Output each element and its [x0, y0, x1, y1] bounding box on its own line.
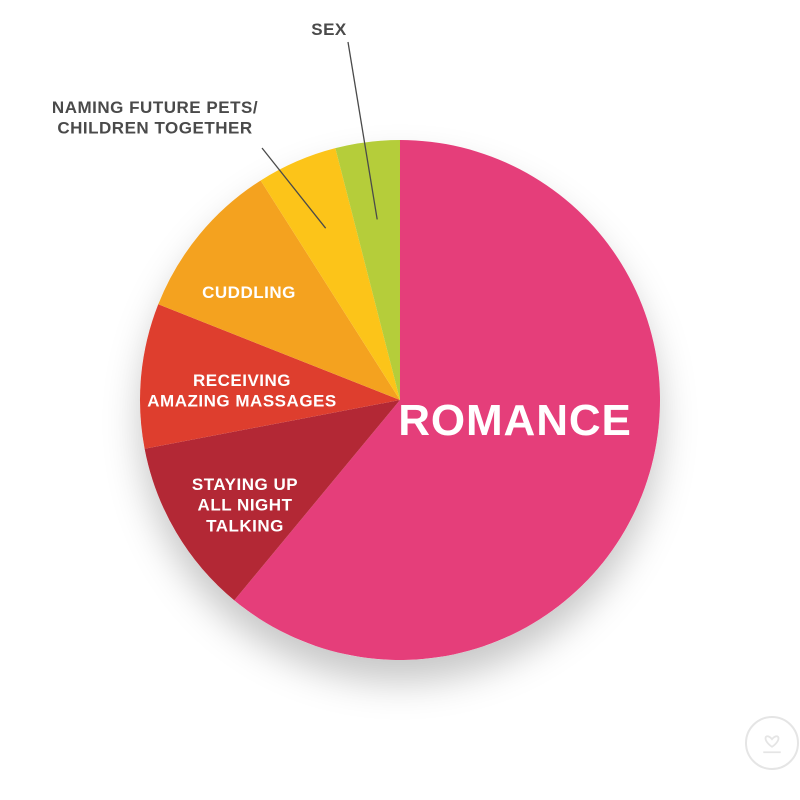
slice-label: CUDDLING	[202, 283, 296, 302]
watermark-logo	[746, 717, 798, 769]
slice-label: SEX	[311, 20, 347, 39]
slice-label: NAMING FUTURE PETS/CHILDREN TOGETHER	[52, 98, 258, 138]
slice-label: STAYING UPALL NIGHTTALKING	[192, 475, 298, 535]
slice-label: ROMANCE	[398, 396, 632, 445]
pie-chart: ROMANCESTAYING UPALL NIGHTTALKINGRECEIVI…	[0, 0, 800, 800]
